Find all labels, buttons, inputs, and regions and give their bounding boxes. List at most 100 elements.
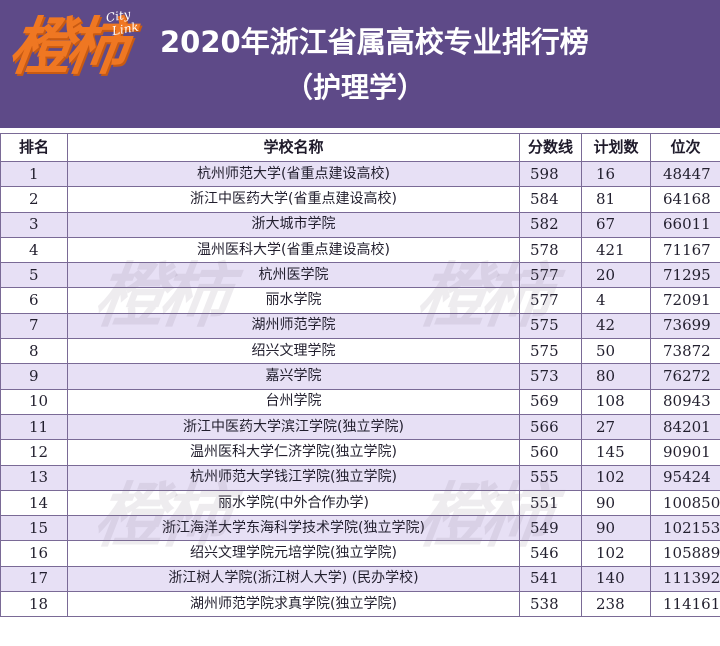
cell-rank: 12 — [0, 439, 68, 466]
table-row: 9 嘉兴学院 573 80 76272 — [0, 363, 720, 390]
cell-score: 584 — [519, 186, 582, 213]
table-row: 6 丽水学院 577 4 72091 — [0, 287, 720, 314]
cell-rank: 1 — [0, 160, 68, 188]
cell-position: 73872 — [650, 338, 720, 365]
cell-position: 64168 — [650, 186, 720, 213]
cell-rank: 14 — [0, 489, 68, 517]
table-row: 18 湖州师范学院求真学院(独立学院) 538 238 114161 — [0, 591, 720, 618]
cell-rank: 17 — [0, 565, 68, 593]
cell-plan: 81 — [581, 186, 651, 213]
logo-link-text: Link — [110, 19, 140, 39]
cell-score: 566 — [519, 413, 582, 441]
cell-score: 577 — [519, 287, 582, 314]
cell-score: 560 — [519, 439, 582, 466]
cell-rank: 4 — [0, 236, 68, 264]
cell-plan: 27 — [581, 413, 651, 441]
cell-plan: 108 — [581, 388, 651, 415]
cell-plan: 16 — [581, 160, 651, 188]
cell-rank: 15 — [0, 515, 68, 542]
cell-score: 575 — [519, 338, 582, 365]
table-row: 1 杭州师范大学(省重点建设高校) 598 16 48447 — [0, 160, 720, 188]
table-row: 4 温州医科大学(省重点建设高校) 578 421 71167 — [0, 236, 720, 264]
table-row: 15 浙江海洋大学东海科学技术学院(独立学院) 549 90 102153 — [0, 515, 720, 542]
cell-school-name: 绍兴文理学院元培学院(独立学院) — [67, 540, 520, 567]
cell-school-name: 湖州师范学院 — [67, 312, 520, 340]
logo-text: 橙柿 — [4, 10, 128, 83]
cell-rank: 2 — [0, 186, 68, 213]
cell-plan: 102 — [581, 540, 651, 567]
cell-school-name: 温州医科大学(省重点建设高校) — [67, 236, 520, 264]
column-header-plan: 计划数 — [581, 133, 651, 162]
cell-score: 555 — [519, 464, 582, 491]
table-row: 14 丽水学院(中外合作办学) 551 90 100850 — [0, 489, 720, 517]
cell-school-name: 丽水学院 — [67, 287, 520, 314]
cell-school-name: 台州学院 — [67, 388, 520, 415]
cell-plan: 80 — [581, 363, 651, 390]
cell-school-name: 绍兴文理学院 — [67, 338, 520, 365]
cell-position: 84201 — [650, 413, 720, 441]
cell-rank: 18 — [0, 591, 68, 618]
table-row: 12 温州医科大学仁济学院(独立学院) 560 145 90901 — [0, 439, 720, 466]
cell-position: 100850 — [650, 489, 720, 517]
cell-position: 66011 — [650, 211, 720, 238]
cell-plan: 421 — [581, 236, 651, 264]
column-header-school: 学校名称 — [67, 133, 520, 162]
cell-rank: 3 — [0, 211, 68, 238]
table-row: 17 浙江树人学院(浙江树人大学) (民办学校) 541 140 111392 — [0, 565, 720, 593]
table-row: 5 杭州医学院 577 20 71295 — [0, 262, 720, 289]
cell-school-name: 丽水学院(中外合作办学) — [67, 489, 520, 517]
cell-school-name: 杭州师范大学(省重点建设高校) — [67, 160, 520, 188]
cell-plan: 50 — [581, 338, 651, 365]
cell-school-name: 浙江中医药大学滨江学院(独立学院) — [67, 413, 520, 441]
cell-position: 95424 — [650, 464, 720, 491]
cell-position: 90901 — [650, 439, 720, 466]
cell-score: 598 — [519, 160, 582, 188]
table-row: 11 浙江中医药大学滨江学院(独立学院) 566 27 84201 — [0, 413, 720, 441]
table-row: 3 浙大城市学院 582 67 66011 — [0, 211, 720, 238]
cell-score: 541 — [519, 565, 582, 593]
cell-score: 575 — [519, 312, 582, 340]
cell-plan: 42 — [581, 312, 651, 340]
cell-plan: 145 — [581, 439, 651, 466]
cell-plan: 4 — [581, 287, 651, 314]
page-subtitle: （护理学） — [284, 71, 425, 104]
cell-rank: 6 — [0, 287, 68, 314]
column-header-position: 位次 — [650, 133, 720, 162]
page-title: 2020年浙江省属高校专业排行榜 — [160, 25, 589, 59]
cell-school-name: 杭州师范大学钱江学院(独立学院) — [67, 464, 520, 491]
cell-rank: 10 — [0, 388, 68, 415]
cell-score: 577 — [519, 262, 582, 289]
cell-position: 102153 — [650, 515, 720, 542]
cell-score: 549 — [519, 515, 582, 542]
cell-position: 71295 — [650, 262, 720, 289]
cell-rank: 8 — [0, 338, 68, 365]
table-row: 13 杭州师范大学钱江学院(独立学院) 555 102 95424 — [0, 464, 720, 491]
cell-plan: 20 — [581, 262, 651, 289]
cell-score: 578 — [519, 236, 582, 264]
cell-rank: 9 — [0, 363, 68, 390]
cell-score: 538 — [519, 591, 582, 618]
cell-position: 80943 — [650, 388, 720, 415]
cell-position: 105889 — [650, 540, 720, 567]
cell-plan: 140 — [581, 565, 651, 593]
cell-school-name: 浙江海洋大学东海科学技术学院(独立学院) — [67, 515, 520, 542]
cell-rank: 13 — [0, 464, 68, 491]
cell-position: 73699 — [650, 312, 720, 340]
cell-rank: 5 — [0, 262, 68, 289]
cell-rank: 7 — [0, 312, 68, 340]
table-row: 7 湖州师范学院 575 42 73699 — [0, 312, 720, 340]
cell-school-name: 湖州师范学院求真学院(独立学院) — [67, 591, 520, 618]
cell-score: 551 — [519, 489, 582, 517]
cell-plan: 90 — [581, 515, 651, 542]
cell-position: 114161 — [650, 591, 720, 618]
cell-score: 582 — [519, 211, 582, 238]
table-row: 2 浙江中医药大学(省重点建设高校) 584 81 64168 — [0, 186, 720, 213]
cell-score: 546 — [519, 540, 582, 567]
cell-score: 573 — [519, 363, 582, 390]
table-row: 10 台州学院 569 108 80943 — [0, 388, 720, 415]
cell-plan: 238 — [581, 591, 651, 618]
cell-position: 111392 — [650, 565, 720, 593]
logo: 橙柿 City Link — [5, 6, 160, 124]
cell-position: 72091 — [650, 287, 720, 314]
cell-school-name: 杭州医学院 — [67, 262, 520, 289]
